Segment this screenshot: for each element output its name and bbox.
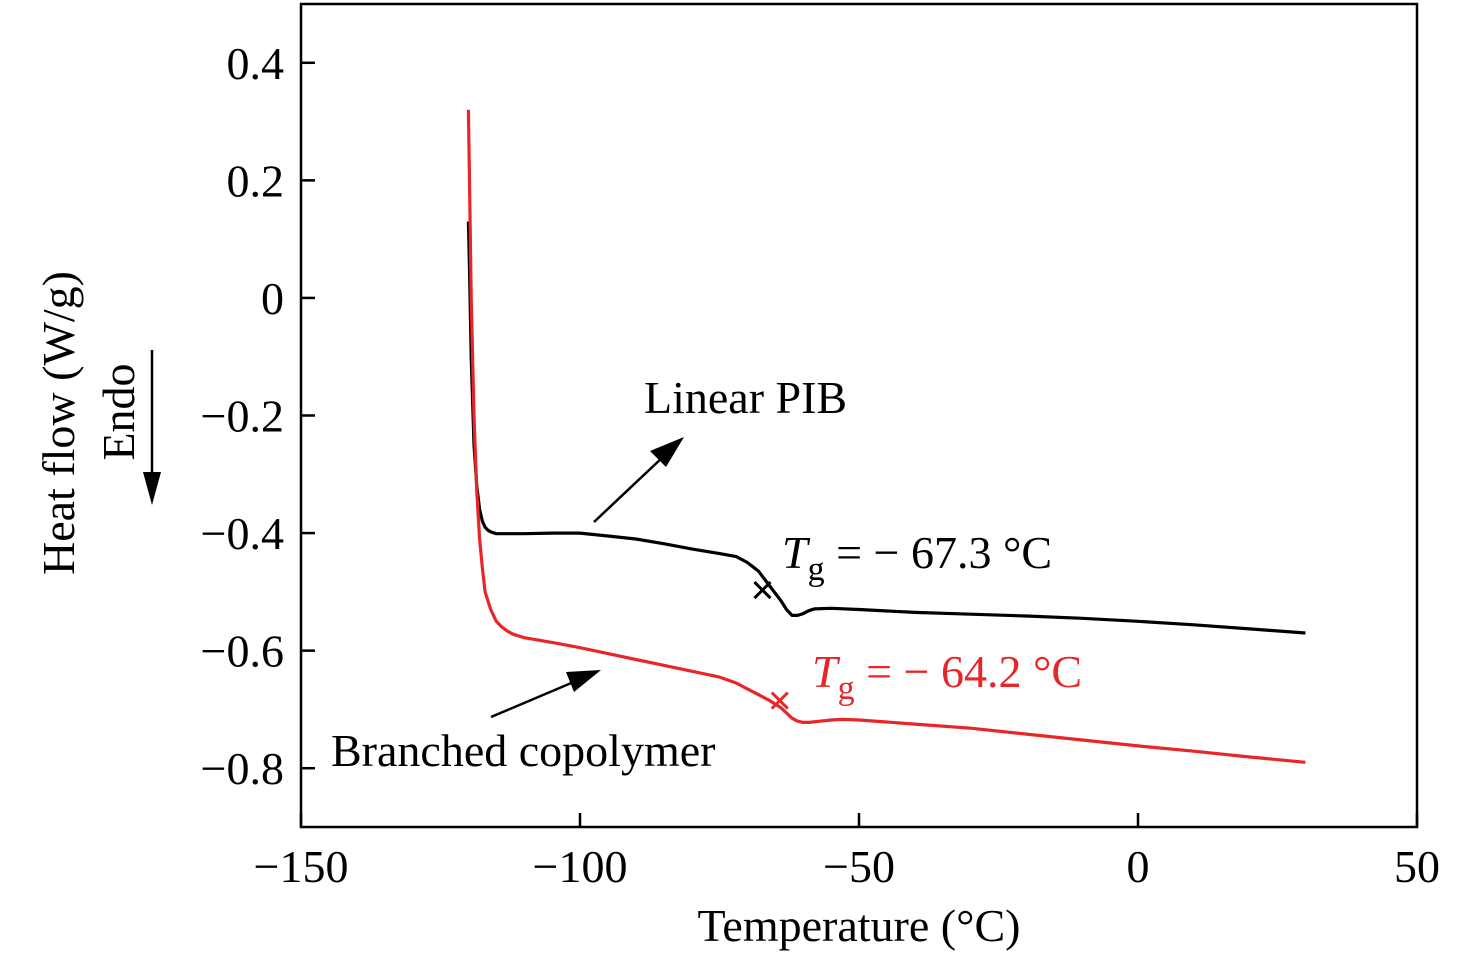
y-tick-label: −0.2 [201, 391, 284, 442]
tg-linear-value: = − 67.3 °C [825, 527, 1052, 578]
tg-linear-subscript: g [808, 551, 825, 588]
tg-linear-label: Tg = − 67.3 °C [782, 527, 1052, 588]
y-axis-ticks: 0.4 0.2 0 −0.2 −0.4 −0.6 −0.8 [201, 38, 315, 794]
endo-arrow-head [143, 472, 161, 505]
y-tick-label: 0.4 [227, 38, 285, 89]
linear-pib-label: Linear PIB [644, 372, 847, 423]
tg-branched-subscript: g [838, 670, 855, 707]
branched-arrow [490, 670, 601, 719]
linear-arrow [593, 437, 684, 523]
y-tick-label: −0.8 [201, 743, 284, 794]
branched-arrow-head [566, 670, 601, 692]
x-tick-label: −50 [823, 841, 895, 892]
tg-linear-symbol: T [782, 527, 811, 578]
endo-label: Endo [93, 363, 144, 460]
y-tick-label: 0 [261, 273, 284, 324]
branched-arrow-shaft [490, 679, 577, 719]
tg-marker-stroke [770, 691, 789, 710]
branched-copolymer-label: Branched copolymer [331, 725, 715, 776]
y-tick-label: −0.4 [201, 508, 284, 559]
y-tick-label: 0.2 [227, 155, 285, 206]
tg-branched-symbol: T [812, 646, 841, 697]
series-line-linear-pib [466, 221, 1306, 635]
x-tick-label: 50 [1394, 841, 1440, 892]
y-axis-title: Heat flow (W/g) [33, 271, 84, 575]
x-axis-ticks: −150 −100 −50 0 50 [254, 813, 1440, 892]
x-tick-label: −100 [533, 841, 628, 892]
series-line-branched-copolymer [466, 109, 1306, 764]
tg-marker-stroke [753, 581, 772, 600]
linear-arrow-shaft [593, 455, 665, 523]
series-layer [466, 109, 1306, 764]
x-tick-label: −150 [254, 841, 349, 892]
tg-branched-value: = − 64.2 °C [855, 646, 1082, 697]
tg-branched-label: Tg = − 64.2 °C [812, 646, 1082, 707]
x-tick-label: 0 [1127, 841, 1150, 892]
linear-arrow-head [650, 437, 684, 467]
y-tick-label: −0.6 [201, 626, 284, 677]
x-axis-title: Temperature (°C) [698, 900, 1021, 951]
tg-markers [753, 581, 789, 710]
endo-indicator: Endo [93, 350, 161, 505]
